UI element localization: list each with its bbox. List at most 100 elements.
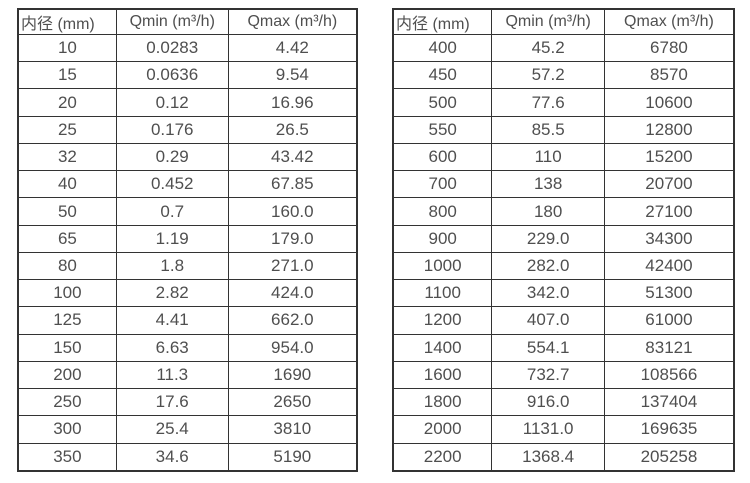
table-row: 800 180 27100 [392, 197, 735, 226]
diameter-cell: 1100 [392, 279, 493, 308]
diameter-cell: 80 [17, 251, 117, 281]
qmax-cell: 160.0 [227, 197, 358, 226]
qmax-cell: 6780 [603, 33, 735, 63]
diameter-cell: 20 [17, 88, 117, 117]
diameter-cell: 300 [17, 415, 117, 444]
diameter-cell: 2200 [392, 442, 493, 472]
table-row: 20 0.12 16.96 [17, 88, 358, 117]
table-row: 400 45.2 6780 [392, 33, 735, 63]
qmin-cell: 0.452 [115, 170, 229, 199]
qmax-cell: 51300 [603, 279, 735, 308]
qmax-cell: 179.0 [227, 224, 358, 253]
qmax-cell: 8570 [603, 61, 735, 90]
table-row: 15 0.0636 9.54 [17, 61, 358, 90]
qmin-column-header: Qmin (m³/h) [491, 8, 605, 35]
qmin-cell: 554.1 [491, 333, 605, 362]
qmin-cell: 0.29 [115, 142, 229, 172]
diameter-cell: 350 [17, 442, 117, 472]
qmax-cell: 67.85 [227, 170, 358, 199]
diameter-column-header: 内径 (mm) [392, 8, 493, 35]
diameter-cell: 10 [17, 33, 117, 63]
table-row: 150 6.63 954.0 [17, 333, 358, 362]
qmin-cell: 25.4 [115, 415, 229, 444]
qmin-cell: 0.176 [115, 115, 229, 144]
table-row: 1000 282.0 42400 [392, 251, 735, 281]
diameter-cell: 450 [392, 61, 493, 90]
table-row: 600 110 15200 [392, 142, 735, 172]
qmin-cell: 0.0283 [115, 33, 229, 63]
table-row: 500 77.6 10600 [392, 88, 735, 117]
qmin-cell: 17.6 [115, 388, 229, 417]
table-row: 2000 1131.0 169635 [392, 415, 735, 444]
qmin-cell: 34.6 [115, 442, 229, 472]
table-row: 1400 554.1 83121 [392, 333, 735, 362]
qmin-cell: 180 [491, 197, 605, 226]
qmax-cell: 61000 [603, 306, 735, 335]
diameter-cell: 1000 [392, 251, 493, 281]
diameter-cell: 600 [392, 142, 493, 172]
qmax-column-header: Qmax (m³/h) [603, 8, 735, 35]
table-row: 350 34.6 5190 [17, 442, 358, 472]
diameter-cell: 1400 [392, 333, 493, 362]
qmin-cell: 1.19 [115, 224, 229, 253]
qmax-cell: 2650 [227, 388, 358, 417]
diameter-cell: 150 [17, 333, 117, 362]
diameter-cell: 1200 [392, 306, 493, 335]
table-row: 100 2.82 424.0 [17, 279, 358, 308]
qmax-cell: 26.5 [227, 115, 358, 144]
table-row: 1600 732.7 108566 [392, 360, 735, 390]
table-row: 300 25.4 3810 [17, 415, 358, 444]
table-row: 1800 916.0 137404 [392, 388, 735, 417]
qmin-cell: 0.0636 [115, 61, 229, 90]
table-row: 65 1.19 179.0 [17, 224, 358, 253]
qmin-cell: 916.0 [491, 388, 605, 417]
flow-table-large-diameters: 内径 (mm) Qmin (m³/h) Qmax (m³/h) 400 45.2 6780… [392, 8, 735, 472]
diameter-cell: 550 [392, 115, 493, 144]
qmin-cell: 732.7 [491, 360, 605, 390]
diameter-cell: 100 [17, 279, 117, 308]
table-row: 50 0.7 160.0 [17, 197, 358, 226]
qmax-cell: 4.42 [227, 33, 358, 63]
table-row: 700 138 20700 [392, 170, 735, 199]
diameter-cell: 25 [17, 115, 117, 144]
diameter-cell: 500 [392, 88, 493, 117]
table-row: 125 4.41 662.0 [17, 306, 358, 335]
qmax-cell: 12800 [603, 115, 735, 144]
qmax-cell: 662.0 [227, 306, 358, 335]
table-row: 200 11.3 1690 [17, 360, 358, 390]
diameter-cell: 900 [392, 224, 493, 253]
qmin-cell: 57.2 [491, 61, 605, 90]
qmax-cell: 43.42 [227, 142, 358, 172]
table-row: 550 85.5 12800 [392, 115, 735, 144]
qmax-cell: 42400 [603, 251, 735, 281]
table-row: 25 0.176 26.5 [17, 115, 358, 144]
diameter-cell: 125 [17, 306, 117, 335]
flow-table-small-diameters: 内径 (mm) Qmin (m³/h) Qmax (m³/h) 10 0.0283 4.4… [17, 8, 358, 472]
table-row: 1100 342.0 51300 [392, 279, 735, 308]
qmax-cell: 424.0 [227, 279, 358, 308]
qmax-cell: 954.0 [227, 333, 358, 362]
table-row: 40 0.452 67.85 [17, 170, 358, 199]
qmax-cell: 169635 [603, 415, 735, 444]
diameter-cell: 50 [17, 197, 117, 226]
qmax-cell: 3810 [227, 415, 358, 444]
table-row: 32 0.29 43.42 [17, 142, 358, 172]
diameter-cell: 15 [17, 61, 117, 90]
diameter-cell: 40 [17, 170, 117, 199]
diameter-cell: 1800 [392, 388, 493, 417]
qmin-cell: 2.82 [115, 279, 229, 308]
qmax-cell: 1690 [227, 360, 358, 390]
table-row: 2200 1368.4 205258 [392, 442, 735, 472]
header-row: 内径 (mm) Qmin (m³/h) Qmax (m³/h) [17, 8, 358, 35]
diameter-cell: 250 [17, 388, 117, 417]
table-row: 1200 407.0 61000 [392, 306, 735, 335]
qmin-cell: 1131.0 [491, 415, 605, 444]
diameter-cell: 1600 [392, 360, 493, 390]
qmax-cell: 15200 [603, 142, 735, 172]
qmax-cell: 83121 [603, 333, 735, 362]
qmax-cell: 27100 [603, 197, 735, 226]
qmin-cell: 0.12 [115, 88, 229, 117]
qmin-column-header: Qmin (m³/h) [115, 8, 229, 35]
table-row: 900 229.0 34300 [392, 224, 735, 253]
